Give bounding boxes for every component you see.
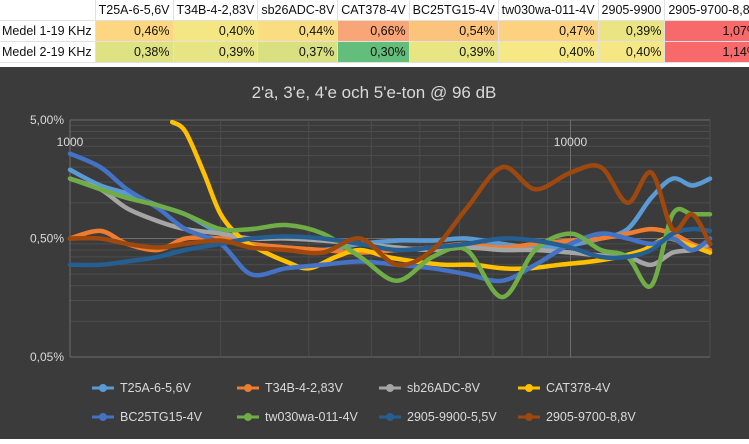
legend-item[interactable]: CAT378-4V	[518, 381, 611, 395]
legend-marker	[99, 384, 107, 392]
table-row: Medel 2-19 KHz 0,38% 0,39% 0,37% 0,30% 0,39% 0…	[0, 41, 749, 63]
legend-item[interactable]: 2905-9900-5,5V	[379, 410, 497, 424]
y-tick-label: 0,05%	[30, 350, 64, 364]
legend-label: CAT378-4V	[546, 381, 611, 395]
table-header-row: T25A-6-5,6V T34B-4-2,83V sb26ADC-8V CAT378-…	[0, 0, 749, 21]
table-row: Medel 1-19 KHz 0,46% 0,40% 0,44% 0,66% 0,54% 0…	[0, 20, 749, 42]
column-header[interactable]: T25A-6-5,6V	[95, 0, 174, 21]
legend-item[interactable]: T34B-4-2,83V	[237, 381, 343, 395]
column-header[interactable]: tw030wa-011-4V	[498, 0, 599, 21]
legend-marker	[386, 413, 394, 421]
x-tick-labels: 1000 10000	[57, 135, 588, 149]
y-tick-label: 5,00%	[30, 113, 64, 127]
row-label[interactable]: Medel 1-19 KHz	[0, 20, 96, 42]
legend-item[interactable]: BC25TG15-4V	[92, 410, 203, 424]
series-line-5	[67, 176, 713, 300]
table-cell[interactable]: 0,66%	[337, 20, 410, 42]
column-header[interactable]: sb26ADC-8V	[257, 0, 339, 21]
legend-item[interactable]: 2905-9700-8,8V	[518, 410, 636, 424]
legend-label: T34B-4-2,83V	[265, 381, 343, 395]
x-tick-label: 1000	[57, 135, 84, 149]
table-cell[interactable]: 0,39%	[598, 20, 666, 42]
legend-item[interactable]: T25A-6-5,6V	[92, 381, 192, 395]
chart-panel: 2'a, 3'e, 4'e och 5'e-ton @ 96 dB 5,00% 0…	[0, 67, 749, 439]
series-line-6	[67, 226, 713, 268]
table-cell[interactable]: 1,07%	[664, 20, 749, 42]
spreadsheet-grid: T25A-6-5,6V T34B-4-2,83V sb26ADC-8V CAT378-…	[0, 0, 749, 66]
legend-label: BC25TG15-4V	[120, 410, 203, 424]
column-header[interactable]: 2905-9900	[598, 0, 666, 21]
y-tick-label: 0,50%	[30, 232, 64, 246]
series-line-7	[67, 163, 713, 268]
column-header[interactable]	[0, 0, 96, 21]
legend-label: sb26ADC-8V	[407, 381, 481, 395]
table-cell[interactable]: 0,40%	[598, 41, 666, 63]
legend: T25A-6-5,6V T34B-4-2,83V sb26ADC-8V CAT378-…	[92, 381, 636, 424]
column-header[interactable]: BC25TG15-4V	[409, 0, 499, 21]
legend-marker	[386, 384, 394, 392]
column-header[interactable]: T34B-4-2,83V	[173, 0, 259, 21]
summary-table: T25A-6-5,6V T34B-4-2,83V sb26ADC-8V CAT378-…	[0, 0, 749, 63]
table-cell[interactable]: 0,39%	[409, 41, 499, 63]
table-cell[interactable]: 0,30%	[337, 41, 410, 63]
column-header[interactable]: 2905-9700-8,8V	[664, 0, 749, 21]
x-tick-label: 10000	[554, 135, 588, 149]
table-cell[interactable]: 0,54%	[409, 20, 499, 42]
row-label[interactable]: Medel 2-19 KHz	[0, 41, 96, 63]
column-header[interactable]: CAT378-4V	[337, 0, 410, 21]
table-cell[interactable]: 0,44%	[257, 20, 339, 42]
legend-marker	[525, 413, 533, 421]
legend-marker	[99, 413, 107, 421]
table-cell[interactable]: 0,39%	[173, 41, 259, 63]
legend-label: tw030wa-011-4V	[265, 410, 359, 424]
thd-chart: 2'a, 3'e, 4'e och 5'e-ton @ 96 dB 5,00% 0…	[30, 83, 713, 424]
legend-marker	[244, 384, 252, 392]
y-tick-labels: 5,00% 0,50% 0,05%	[30, 113, 64, 364]
legend-label: 2905-9900-5,5V	[407, 410, 497, 424]
chart-title: 2'a, 3'e, 4'e och 5'e-ton @ 96 dB	[252, 83, 497, 102]
table-cell[interactable]: 0,46%	[95, 20, 174, 42]
table-cell[interactable]: 0,40%	[173, 20, 259, 42]
legend-marker	[244, 413, 252, 421]
legend-label: 2905-9700-8,8V	[546, 410, 636, 424]
table-cell[interactable]: 0,47%	[498, 20, 599, 42]
table-cell[interactable]: 0,40%	[498, 41, 599, 63]
legend-label: T25A-6-5,6V	[120, 381, 192, 395]
legend-item[interactable]: tw030wa-011-4V	[237, 410, 359, 424]
series-lines	[67, 119, 713, 300]
legend-item[interactable]: sb26ADC-8V	[379, 381, 481, 395]
table-cell[interactable]: 0,38%	[95, 41, 174, 63]
table-cell[interactable]: 0,37%	[257, 41, 339, 63]
series-line-4	[67, 151, 713, 284]
legend-marker	[525, 384, 533, 392]
table-cell[interactable]: 1,14%	[664, 41, 749, 63]
